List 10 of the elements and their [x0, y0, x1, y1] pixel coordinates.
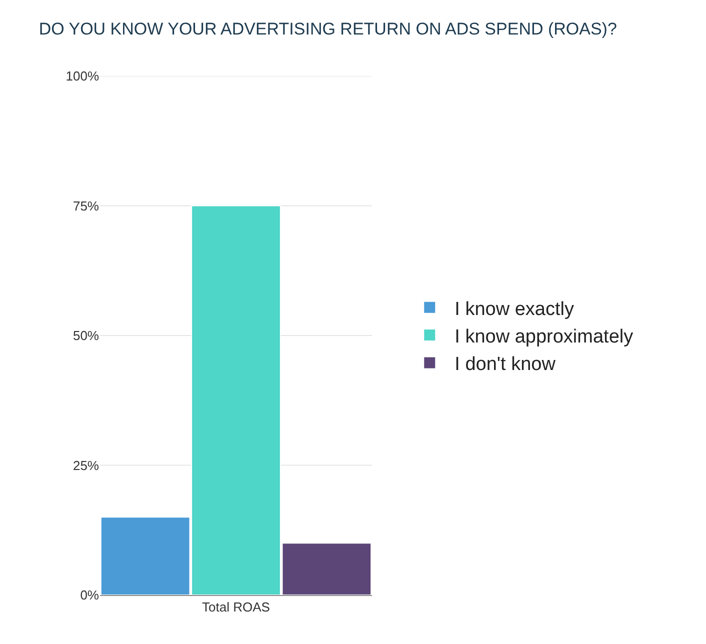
y-tick-label: 100%: [66, 68, 100, 84]
chart-title: DO YOU KNOW YOUR ADVERTISING RETURN ON ADS SPEND (ROAS)?: [38, 19, 617, 38]
legend-label: I don't know: [454, 354, 556, 376]
y-tick-label: 50%: [72, 328, 100, 344]
y-tick-label: 0%: [80, 588, 100, 603]
y-tick-label: 75%: [72, 198, 100, 214]
legend-label: I know approximately: [454, 326, 634, 348]
x-tick-label: Total ROAS: [202, 600, 270, 615]
legend-label: I know exactly: [454, 298, 574, 320]
y-tick-label: 25%: [72, 458, 100, 473]
